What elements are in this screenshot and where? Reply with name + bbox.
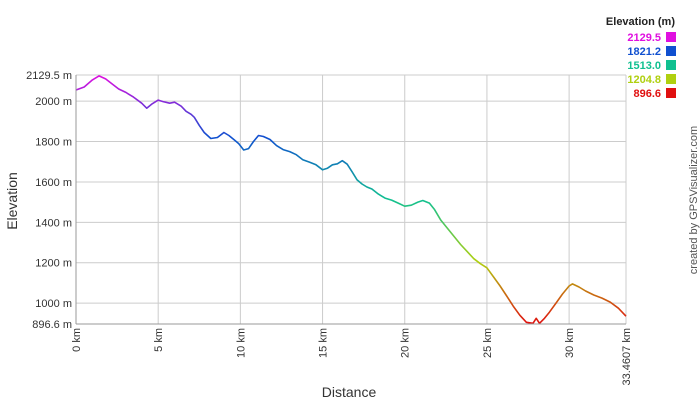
x-tick-label: 30 km [564, 328, 576, 358]
legend-entry-label: 2129.5 [627, 32, 661, 44]
y-tick-label: 896.6 m [32, 319, 72, 331]
y-tick-labels: 896.6 m 1000 m 1200 m 1400 m 1600 m 1800 m 200… [26, 70, 72, 331]
y-tick-label: 1400 m [35, 217, 72, 229]
y-tick-label: 1600 m [35, 177, 72, 189]
x-tick-label: 20 km [400, 328, 412, 358]
x-tick-label: 10 km [235, 328, 247, 358]
y-tick-label: 1200 m [35, 258, 72, 270]
legend-entry-label: 896.6 [633, 88, 661, 100]
elevation-profile-line [75, 75, 627, 325]
y-tick-label: 2129.5 m [26, 70, 72, 82]
y-tick-label: 1000 m [35, 298, 72, 310]
x-tick-label: 0 km [71, 328, 83, 352]
y-axis-title: Elevation [4, 172, 20, 230]
legend-swatch [666, 32, 676, 42]
x-tick-label: 5 km [153, 328, 165, 352]
legend-swatch [666, 46, 676, 56]
legend-swatch [666, 74, 676, 84]
legend-entry-label: 1204.8 [627, 74, 661, 86]
credit-text: created by GPSVisualizer.com [688, 126, 700, 274]
x-tick-labels: 0 km 5 km 10 km 15 km 20 km 25 km 30 km 33.4607… [71, 328, 633, 385]
plot-area [76, 75, 626, 324]
legend-entry-label: 1513.0 [627, 60, 661, 72]
x-tick-label: 33.4607 km [621, 328, 633, 385]
x-tick-label: 25 km [482, 328, 494, 358]
x-tick-label: 15 km [318, 328, 330, 358]
y-tick-label: 2000 m [35, 96, 72, 108]
legend-swatch [666, 88, 676, 98]
y-tick-label: 1800 m [35, 137, 72, 149]
axes [75, 75, 626, 325]
plot-background [76, 75, 626, 324]
legend-title: Elevation (m) [606, 16, 675, 28]
x-axis-title: Distance [322, 384, 377, 400]
legend-entry-label: 1821.2 [627, 46, 661, 58]
legend-swatch [666, 60, 676, 70]
legend: 2129.5 1821.2 1513.0 1204.8 896.6 [627, 32, 676, 100]
elevation-series [75, 75, 627, 325]
